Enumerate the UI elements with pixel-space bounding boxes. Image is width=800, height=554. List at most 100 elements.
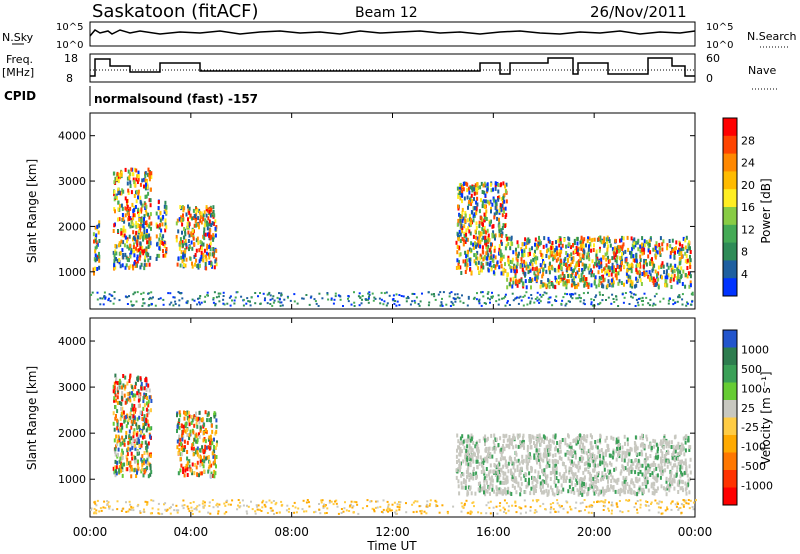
data-cell [686, 274, 689, 279]
data-cell [191, 261, 193, 266]
ground-scatter-cell [448, 292, 451, 295]
data-cell [611, 269, 614, 274]
data-cell [121, 263, 124, 268]
data-cell [488, 256, 491, 261]
data-cell [602, 255, 605, 260]
data-cell [188, 414, 191, 419]
data-cell [119, 264, 122, 269]
data-cell [183, 410, 185, 415]
data-cell [475, 471, 478, 476]
data-cell [140, 430, 143, 435]
data-cell [112, 229, 115, 233]
data-cell [115, 471, 118, 476]
data-cell [178, 246, 181, 251]
data-cell [142, 422, 145, 427]
data-cell [494, 446, 497, 451]
data-cell [511, 257, 514, 262]
ground-scatter-cell [366, 505, 369, 508]
data-cell [493, 248, 496, 253]
data-cell [547, 489, 550, 494]
ground-scatter-cell [216, 502, 219, 505]
data-cell [631, 467, 633, 472]
data-cell [460, 224, 463, 229]
data-cell [619, 256, 622, 261]
data-cell [599, 235, 602, 240]
data-cell [590, 248, 593, 253]
data-cell [650, 259, 653, 264]
data-cell [685, 486, 688, 490]
ground-scatter-cell [450, 300, 453, 303]
data-cell [135, 224, 138, 229]
ground-scatter-cell [259, 292, 261, 294]
data-cell [187, 230, 190, 235]
data-cell [519, 471, 522, 475]
ground-scatter-cell [273, 513, 275, 515]
data-cell [677, 461, 680, 466]
data-cell [93, 271, 95, 276]
data-cell [481, 245, 484, 250]
data-cell [644, 444, 647, 449]
data-cell [457, 479, 460, 484]
data-cell [623, 282, 625, 287]
data-cell [645, 240, 648, 245]
data-cell [652, 280, 655, 285]
data-cell [147, 167, 150, 172]
data-cell [183, 439, 186, 444]
data-cell [562, 487, 565, 492]
data-cell [601, 486, 604, 491]
data-cell [584, 467, 586, 472]
data-cell [673, 474, 676, 479]
data-cell [496, 478, 499, 482]
data-cell [212, 205, 215, 210]
data-cell [551, 459, 554, 464]
ground-scatter-cell [308, 505, 311, 508]
data-cell [581, 270, 584, 275]
data-cell [182, 254, 185, 259]
ground-scatter-cell [132, 304, 135, 307]
data-cell [687, 482, 690, 487]
data-cell [502, 223, 505, 228]
data-cell [122, 228, 125, 233]
data-cell [534, 267, 537, 272]
data-cell [672, 277, 675, 282]
data-cell [549, 485, 552, 490]
data-cell [122, 255, 125, 260]
data-cell [95, 244, 98, 249]
data-cell [146, 396, 149, 400]
data-cell [179, 244, 182, 249]
data-cell [655, 466, 658, 471]
data-cell [654, 463, 657, 468]
data-cell [482, 235, 485, 240]
ground-scatter-cell [629, 291, 632, 293]
ground-scatter-cell [169, 292, 172, 295]
data-cell [646, 456, 649, 461]
ground-scatter-cell [501, 297, 504, 300]
data-cell [621, 457, 623, 462]
ground-scatter-cell [681, 293, 684, 296]
data-cell [662, 439, 665, 444]
data-cell [493, 212, 496, 217]
data-cell [208, 244, 211, 249]
data-cell [607, 479, 609, 484]
data-cell [141, 178, 144, 183]
data-cell [211, 441, 214, 445]
data-cell [516, 261, 519, 266]
data-cell [576, 251, 579, 256]
data-cell [506, 464, 509, 469]
data-cell [604, 461, 607, 466]
data-cell [483, 215, 486, 220]
data-cell [645, 466, 648, 471]
ground-scatter-cell [165, 509, 168, 512]
data-cell [610, 462, 613, 467]
ground-scatter-cell [677, 295, 680, 298]
data-cell [504, 246, 507, 251]
data-cell [149, 426, 152, 431]
data-cell [561, 438, 564, 442]
data-cell [494, 236, 496, 241]
data-cell [176, 439, 179, 444]
data-cell [494, 255, 497, 260]
data-cell [139, 226, 142, 231]
data-cell [500, 453, 503, 458]
data-cell [543, 479, 546, 484]
data-cell [667, 483, 670, 488]
